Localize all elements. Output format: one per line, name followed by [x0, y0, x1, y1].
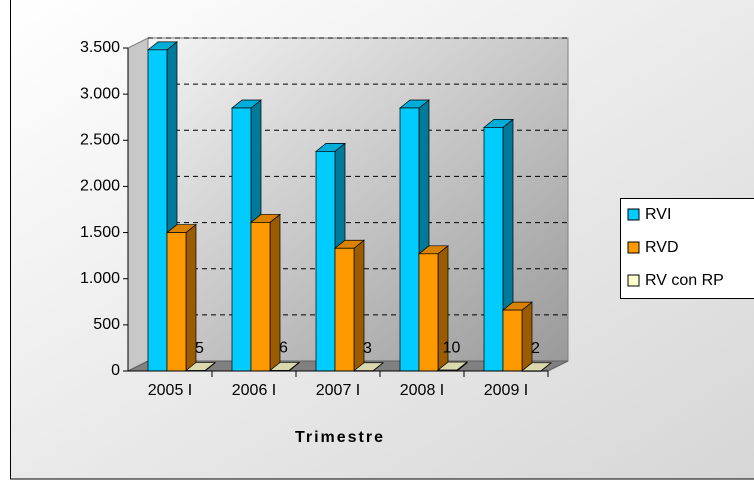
bar: [483, 127, 504, 372]
data-label: 5: [195, 340, 204, 357]
bar-side: [521, 301, 533, 372]
y-tick-label: 500: [93, 316, 120, 333]
data-label: 10: [443, 339, 461, 356]
y-tick-label: 0: [111, 362, 120, 379]
y-tick-label: 2.500: [80, 132, 120, 149]
x-tick-label: 2009 I: [484, 382, 528, 399]
bar: [231, 107, 252, 372]
legend-label: RVI: [645, 206, 671, 223]
x-tick-label: 2007 I: [316, 382, 360, 399]
x-tick-label: 2008 I: [400, 382, 444, 399]
legend-label: RV con RP: [645, 272, 724, 289]
y-tick-label: 2.000: [80, 178, 120, 195]
data-label: 2: [531, 340, 540, 357]
data-label: 6: [279, 340, 288, 357]
x-tick-label: 2006 I: [232, 382, 276, 399]
legend-swatch: [627, 241, 640, 254]
data-label: 3: [363, 340, 372, 357]
x-axis-title: Trimestre: [295, 429, 385, 446]
bar: [166, 232, 187, 372]
side-wall: [127, 37, 149, 372]
x-tick-label: 2005 I: [148, 382, 192, 399]
legend-label: RVD: [645, 239, 679, 256]
bar: [315, 151, 336, 372]
bar: [334, 247, 355, 372]
y-tick-label: 3.000: [80, 85, 120, 102]
y-tick-label: 1.500: [80, 224, 120, 241]
bar: [399, 107, 420, 372]
bar: [418, 253, 439, 372]
legend: [620, 198, 754, 299]
bar: [250, 222, 271, 372]
bar: [502, 309, 523, 372]
legend-swatch: [627, 274, 640, 287]
legend-swatch: [627, 208, 640, 221]
y-tick-label: 1.000: [80, 270, 120, 287]
bar: [147, 49, 168, 372]
y-tick-label: 3.500: [80, 39, 120, 56]
